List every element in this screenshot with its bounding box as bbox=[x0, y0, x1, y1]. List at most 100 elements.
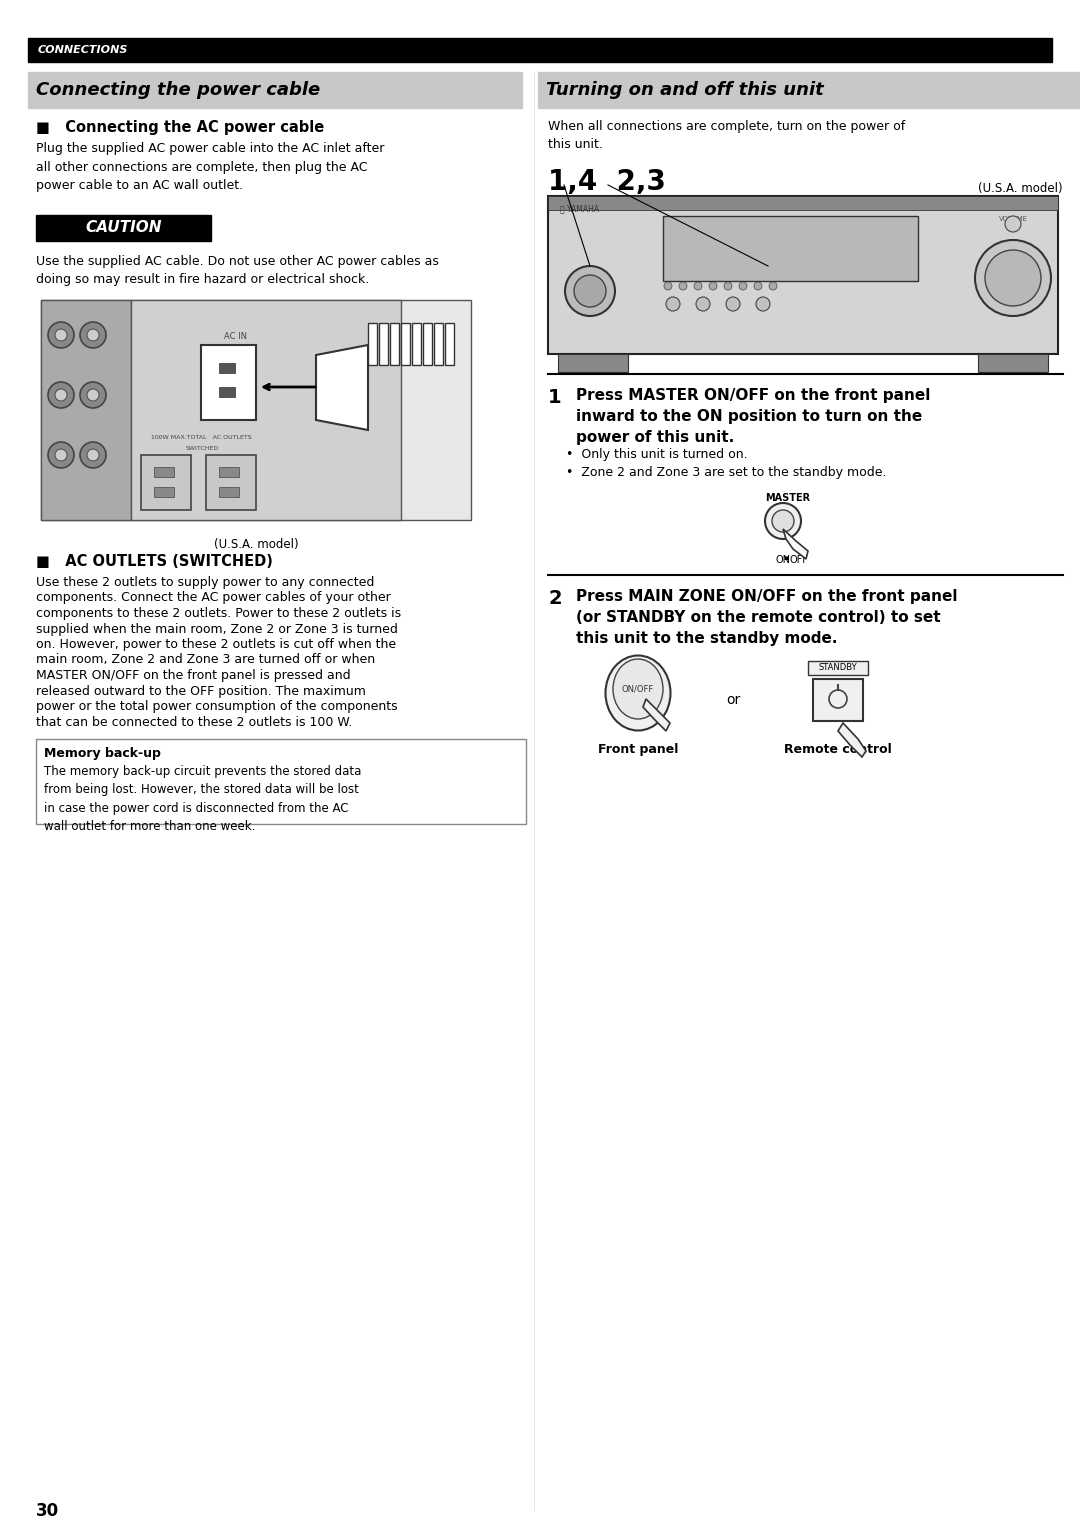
Bar bbox=[201, 345, 256, 420]
Circle shape bbox=[55, 449, 67, 461]
Ellipse shape bbox=[606, 656, 671, 731]
Circle shape bbox=[573, 275, 606, 307]
Text: MASTER ON/OFF on the front panel is pressed and: MASTER ON/OFF on the front panel is pres… bbox=[36, 668, 351, 682]
Bar bbox=[434, 324, 443, 365]
Bar bbox=[401, 324, 410, 365]
Circle shape bbox=[726, 298, 740, 311]
Circle shape bbox=[772, 510, 794, 533]
Text: •  Zone 2 and Zone 3 are set to the standby mode.: • Zone 2 and Zone 3 are set to the stand… bbox=[566, 465, 887, 479]
Bar bbox=[131, 301, 401, 520]
Circle shape bbox=[666, 298, 680, 311]
Bar bbox=[206, 455, 256, 510]
Bar bbox=[219, 487, 239, 497]
Bar bbox=[663, 217, 918, 281]
Text: Press MAIN ZONE ON/OFF on the front panel
(or STANDBY on the remote control) to : Press MAIN ZONE ON/OFF on the front pane… bbox=[576, 589, 958, 645]
Polygon shape bbox=[838, 723, 866, 757]
Text: Turning on and off this unit: Turning on and off this unit bbox=[546, 81, 824, 99]
Circle shape bbox=[80, 382, 106, 407]
Circle shape bbox=[48, 382, 75, 407]
Circle shape bbox=[87, 389, 99, 401]
Polygon shape bbox=[643, 699, 670, 731]
Text: that can be connected to these 2 outlets is 100 W.: that can be connected to these 2 outlets… bbox=[36, 716, 352, 728]
Circle shape bbox=[696, 298, 710, 311]
Bar bbox=[41, 301, 131, 520]
Text: Press MASTER ON/OFF on the front panel
inward to the ON position to turn on the
: Press MASTER ON/OFF on the front panel i… bbox=[576, 388, 930, 446]
Text: ▪: ▪ bbox=[783, 555, 787, 562]
Bar bbox=[28, 72, 522, 108]
Text: (U.S.A. model): (U.S.A. model) bbox=[214, 539, 298, 551]
Ellipse shape bbox=[613, 659, 663, 719]
Bar bbox=[41, 301, 471, 520]
Bar bbox=[445, 324, 454, 365]
Text: supplied when the main room, Zone 2 or Zone 3 is turned: supplied when the main room, Zone 2 or Z… bbox=[36, 623, 397, 635]
Circle shape bbox=[724, 282, 732, 290]
Bar bbox=[423, 324, 432, 365]
Circle shape bbox=[679, 282, 687, 290]
Polygon shape bbox=[783, 530, 808, 559]
Bar bbox=[548, 195, 1058, 211]
Text: Use these 2 outlets to supply power to any connected: Use these 2 outlets to supply power to a… bbox=[36, 575, 375, 589]
Text: Plug the supplied AC power cable into the AC inlet after
all other connections a: Plug the supplied AC power cable into th… bbox=[36, 142, 384, 192]
Circle shape bbox=[985, 250, 1041, 307]
Text: 100W MAX.TOTAL   AC OUTLETS: 100W MAX.TOTAL AC OUTLETS bbox=[151, 435, 252, 439]
Text: 1: 1 bbox=[548, 388, 562, 407]
Bar bbox=[219, 467, 239, 478]
Bar bbox=[558, 354, 627, 372]
Circle shape bbox=[975, 240, 1051, 316]
Text: Remote control: Remote control bbox=[784, 743, 892, 755]
Bar bbox=[219, 388, 235, 397]
Circle shape bbox=[754, 282, 762, 290]
Circle shape bbox=[48, 443, 75, 468]
Text: ■   AC OUTLETS (SWITCHED): ■ AC OUTLETS (SWITCHED) bbox=[36, 554, 273, 569]
Bar bbox=[978, 354, 1048, 372]
Circle shape bbox=[694, 282, 702, 290]
Text: VOLUME: VOLUME bbox=[999, 217, 1027, 221]
Text: 30: 30 bbox=[36, 1502, 59, 1520]
Text: CAUTION: CAUTION bbox=[85, 220, 162, 235]
Circle shape bbox=[80, 443, 106, 468]
Text: ■   Connecting the AC power cable: ■ Connecting the AC power cable bbox=[36, 121, 324, 134]
Bar bbox=[36, 739, 526, 824]
Text: SWITCHED: SWITCHED bbox=[186, 446, 219, 452]
Circle shape bbox=[48, 322, 75, 348]
Circle shape bbox=[664, 282, 672, 290]
Text: 1,4  2,3: 1,4 2,3 bbox=[548, 168, 666, 195]
Text: on. However, power to these 2 outlets is cut off when the: on. However, power to these 2 outlets is… bbox=[36, 638, 396, 652]
Text: OFF: OFF bbox=[789, 555, 808, 565]
Text: •  Only this unit is turned on.: • Only this unit is turned on. bbox=[566, 449, 747, 461]
Text: components. Connect the AC power cables of your other: components. Connect the AC power cables … bbox=[36, 592, 391, 604]
Bar bbox=[411, 324, 421, 365]
Circle shape bbox=[87, 449, 99, 461]
Bar bbox=[141, 455, 191, 510]
Circle shape bbox=[739, 282, 747, 290]
Bar bbox=[808, 661, 868, 674]
Bar bbox=[154, 467, 174, 478]
Bar bbox=[379, 324, 388, 365]
Text: CONNECTIONS: CONNECTIONS bbox=[38, 44, 129, 55]
Text: Front panel: Front panel bbox=[598, 743, 678, 755]
Text: 2: 2 bbox=[548, 589, 562, 607]
Bar bbox=[548, 195, 1058, 354]
Text: The memory back-up circuit prevents the stored data
from being lost. However, th: The memory back-up circuit prevents the … bbox=[44, 765, 362, 833]
Text: MASTER: MASTER bbox=[766, 493, 811, 504]
Circle shape bbox=[87, 330, 99, 340]
Bar bbox=[28, 38, 1052, 63]
Polygon shape bbox=[316, 345, 368, 430]
Circle shape bbox=[55, 330, 67, 340]
Text: components to these 2 outlets. Power to these 2 outlets is: components to these 2 outlets. Power to … bbox=[36, 607, 401, 620]
Bar bbox=[219, 363, 235, 372]
Text: When all connections are complete, turn on the power of
this unit.: When all connections are complete, turn … bbox=[548, 121, 905, 151]
Text: released outward to the OFF position. The maximum: released outward to the OFF position. Th… bbox=[36, 685, 366, 697]
Bar bbox=[36, 215, 211, 241]
Circle shape bbox=[80, 322, 106, 348]
Bar bbox=[813, 679, 863, 720]
Circle shape bbox=[769, 282, 777, 290]
Text: STANDBY: STANDBY bbox=[819, 664, 858, 673]
Text: Ⓢ YAMAHA: Ⓢ YAMAHA bbox=[561, 204, 599, 214]
Bar bbox=[154, 487, 174, 497]
Bar bbox=[390, 324, 399, 365]
Text: Memory back-up: Memory back-up bbox=[44, 748, 161, 760]
Text: Connecting the power cable: Connecting the power cable bbox=[36, 81, 321, 99]
Circle shape bbox=[765, 504, 801, 539]
Text: AC IN: AC IN bbox=[225, 333, 247, 340]
